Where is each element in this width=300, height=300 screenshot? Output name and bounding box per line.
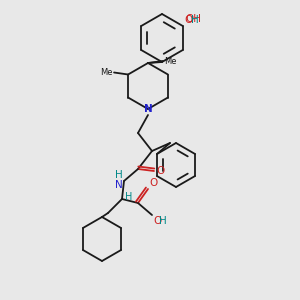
Text: N: N bbox=[144, 104, 152, 114]
Text: O: O bbox=[185, 15, 193, 25]
Text: H: H bbox=[125, 192, 132, 202]
Text: O: O bbox=[149, 178, 157, 188]
Text: N: N bbox=[115, 180, 123, 190]
Text: Me: Me bbox=[164, 56, 176, 65]
Text: H: H bbox=[159, 216, 167, 226]
Text: O: O bbox=[156, 166, 164, 176]
Text: Me: Me bbox=[100, 68, 113, 77]
Text: H: H bbox=[115, 170, 123, 180]
Text: O: O bbox=[153, 216, 161, 226]
Text: OH: OH bbox=[186, 14, 202, 24]
Text: H: H bbox=[191, 15, 199, 25]
